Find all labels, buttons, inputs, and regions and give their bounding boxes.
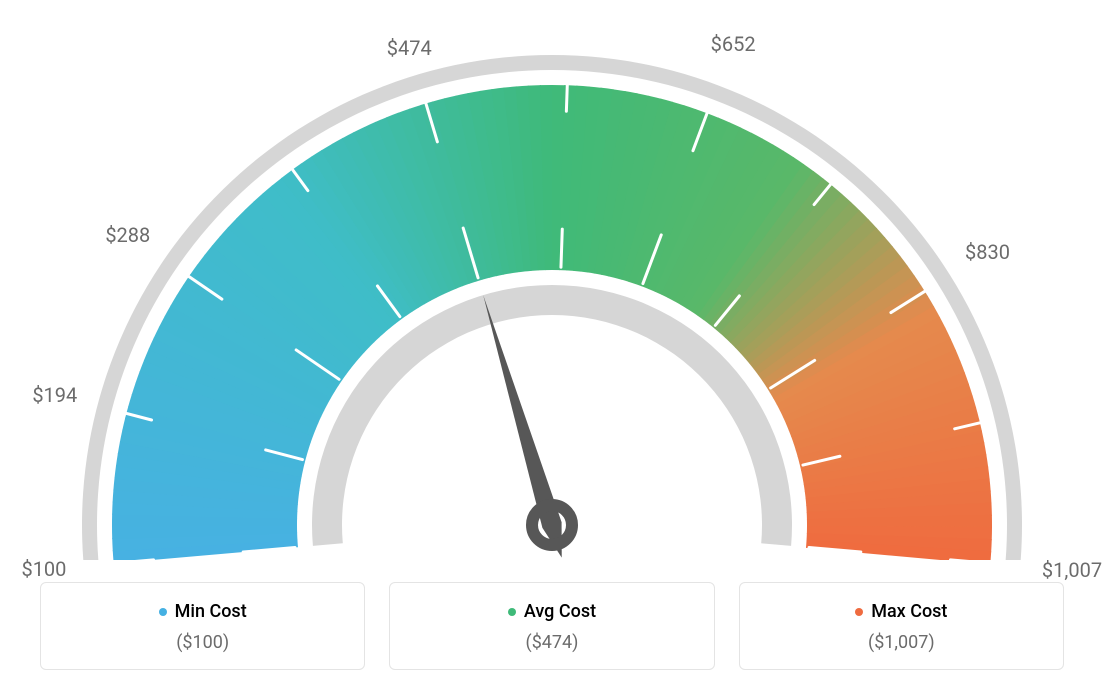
scale-label: $194: [32, 383, 77, 407]
scale-label: $830: [965, 240, 1010, 264]
legend-title-min: Min Cost: [159, 601, 247, 622]
dot-icon: [159, 608, 167, 616]
gauge-svg: [0, 0, 1104, 560]
legend-card-max: Max Cost ($1,007): [739, 582, 1064, 671]
legend-value-min: ($100): [51, 632, 354, 653]
scale-label: $652: [711, 32, 756, 56]
gauge-chart: $100$194$288$474$652$830$1,007: [0, 0, 1104, 560]
scale-label: $288: [105, 223, 150, 247]
legend-card-avg: Avg Cost ($474): [389, 582, 714, 671]
legend-value-avg: ($474): [400, 632, 703, 653]
legend-title-text: Avg Cost: [524, 601, 596, 622]
legend-row: Min Cost ($100) Avg Cost ($474) Max Cost…: [0, 582, 1104, 671]
dot-icon: [855, 608, 863, 616]
scale-label: $474: [387, 36, 432, 60]
dot-icon: [508, 608, 516, 616]
scale-label: $1,007: [1042, 558, 1102, 582]
legend-card-min: Min Cost ($100): [40, 582, 365, 671]
legend-title-text: Min Cost: [175, 601, 247, 622]
legend-title-text: Max Cost: [871, 601, 947, 622]
scale-label: $100: [21, 557, 66, 581]
legend-value-max: ($1,007): [750, 632, 1053, 653]
legend-title-max: Max Cost: [855, 601, 947, 622]
legend-title-avg: Avg Cost: [508, 601, 596, 622]
